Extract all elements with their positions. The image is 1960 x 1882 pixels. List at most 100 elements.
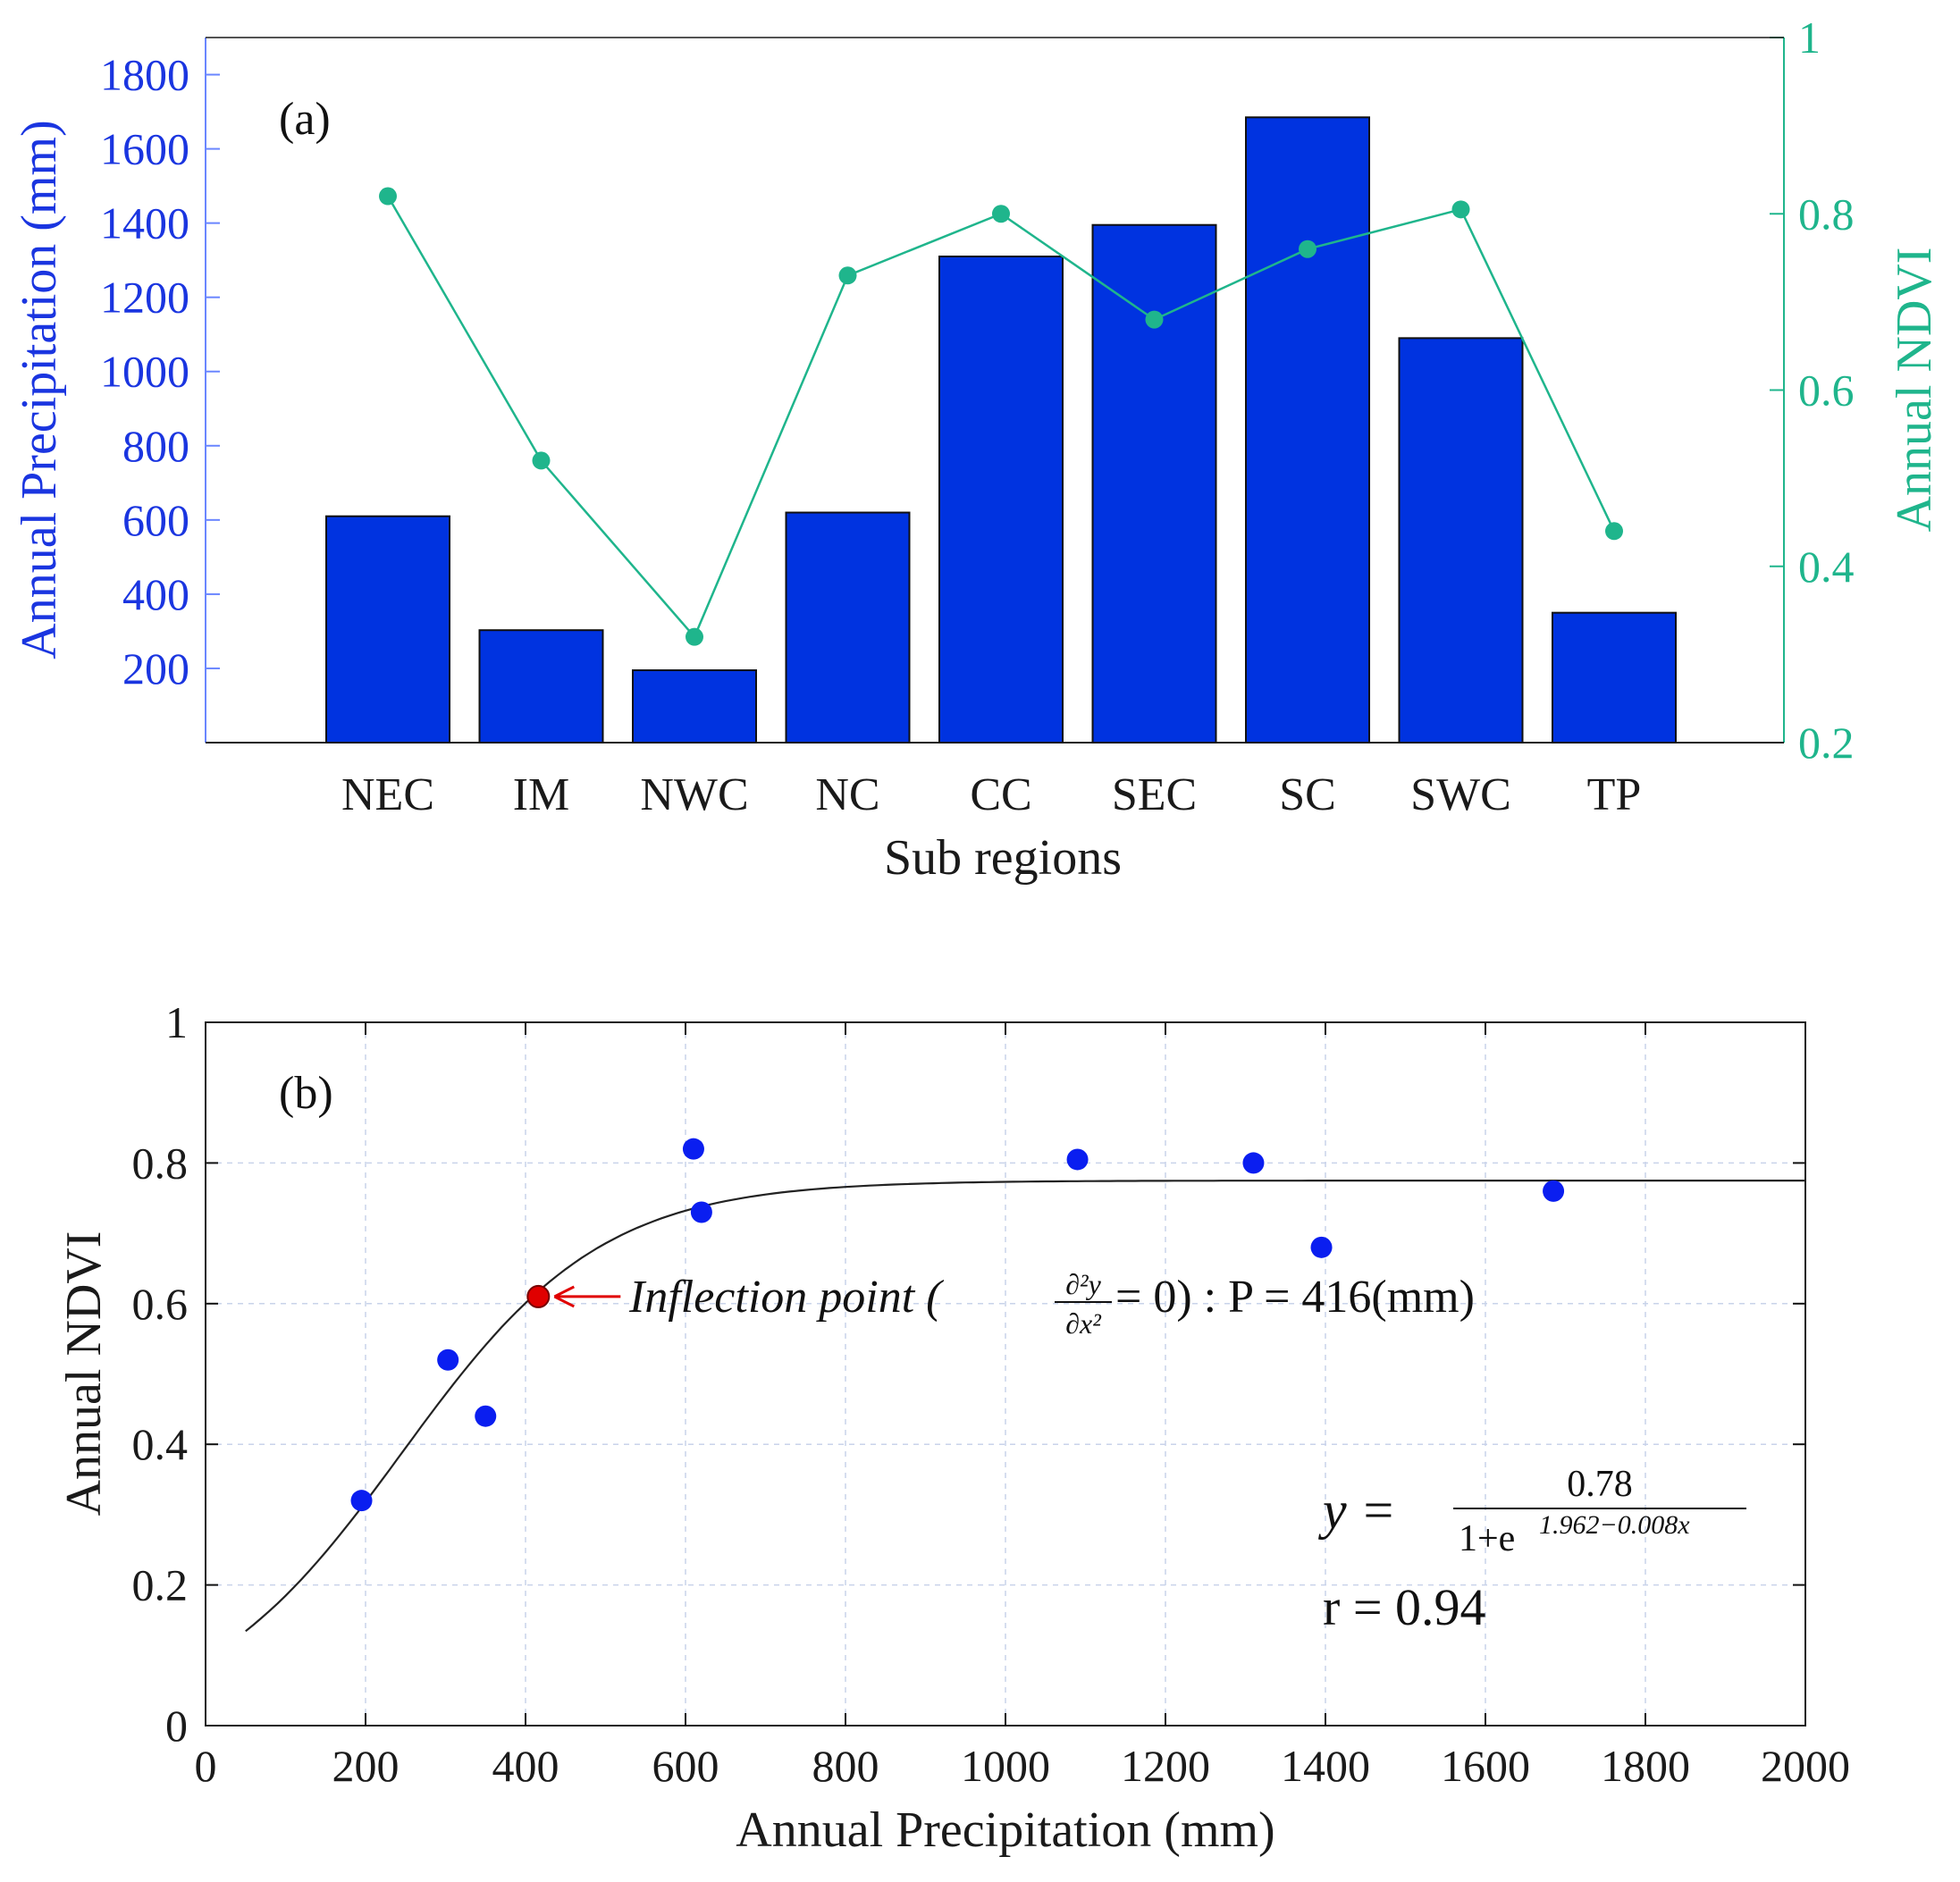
panel-b-x-tick-labels: 0 200 400 600 800 1000 1200 1400 1600 1800 2000 (195, 1741, 1851, 1791)
inflection-arrow (553, 1285, 621, 1308)
scatter-point (350, 1490, 373, 1512)
panel-a-y-label: Annual Precipitation (mm) (12, 120, 67, 659)
left-tick-label: 400 (122, 569, 189, 619)
x-tick-label: 1600 (1441, 1741, 1530, 1791)
precipitation-bars (325, 116, 1677, 744)
x-tick-label: 800 (812, 1741, 879, 1791)
panel-a-y-right-label: Annual NDVI (1887, 248, 1942, 533)
scatter-point (1242, 1152, 1265, 1174)
left-tick-label: 1600 (100, 124, 189, 174)
left-tick-labels: 200 400 600 800 1000 1200 1400 1600 1800 (100, 50, 189, 693)
ndvi-point-sec (1145, 310, 1164, 329)
scatter-point (1066, 1148, 1089, 1171)
category-label-sec: SEC (1112, 769, 1197, 820)
category-label-sc: SC (1279, 769, 1336, 820)
inflection-annotation-suffix: = 0) : P = 416(mm) (1115, 1272, 1475, 1323)
category-label-cc: CC (970, 769, 1031, 820)
scatter-point (475, 1405, 497, 1427)
scatter-point (437, 1348, 459, 1371)
equation-denominator-base: 1+e (1459, 1518, 1515, 1559)
y-tick-label: 1 (165, 997, 188, 1047)
bar-sc (1245, 116, 1370, 744)
panel-b-y-label: Annual NDVI (56, 1231, 112, 1517)
inflection-fraction-numerator: ∂²y (1065, 1268, 1101, 1300)
right-tick-label: 0.8 (1798, 189, 1855, 239)
category-label-tp: TP (1587, 769, 1642, 820)
bar-nwc (632, 669, 757, 744)
bar-tp (1552, 611, 1677, 744)
logistic-fit-curve (245, 1180, 1805, 1633)
category-labels: NEC IM NWC NC CC SEC SC SWC TP (341, 769, 1641, 820)
x-tick-label: 1200 (1121, 1741, 1210, 1791)
left-tick-label: 1200 (100, 273, 189, 323)
ndvi-point-nwc (686, 627, 703, 646)
scatter-point (1543, 1180, 1565, 1202)
inflection-point (526, 1284, 551, 1308)
bar-swc (1398, 337, 1524, 744)
scatter-point (690, 1201, 712, 1223)
ndvi-point-tp (1605, 522, 1623, 541)
panel-b-x-label: Annual Precipitation (mm) (736, 1802, 1274, 1858)
panel-a-x-label: Sub regions (884, 830, 1122, 886)
bar-im (478, 629, 604, 744)
bar-cc (938, 256, 1064, 744)
left-tick-label: 1000 (100, 347, 189, 397)
ndvi-point-nec (379, 187, 397, 206)
inflection-arrow-head (553, 1285, 575, 1308)
right-tick-label: 0.4 (1798, 542, 1855, 592)
left-tick-label: 800 (122, 421, 189, 471)
bar-nec (325, 515, 450, 744)
panel-b-frame (205, 1021, 1806, 1727)
x-tick-label: 1400 (1281, 1741, 1370, 1791)
inflection-fraction-denominator: ∂x² (1065, 1307, 1102, 1340)
equation-numerator: 0.78 (1567, 1464, 1633, 1505)
bar-nc (785, 511, 911, 744)
ndvi-points (379, 187, 1623, 646)
y-tick-label: 0.6 (132, 1279, 189, 1329)
x-tick-label: 1000 (961, 1741, 1050, 1791)
panel-b: 0 200 400 600 800 1000 1200 1400 1600 1800 2000 00… (56, 997, 1850, 1858)
correlation-r: r = 0.94 (1323, 1578, 1486, 1636)
x-tick-label: 0 (195, 1741, 217, 1791)
ndvi-point-sc (1299, 239, 1316, 258)
x-tick-label: 2000 (1761, 1741, 1850, 1791)
left-tick-label: 1400 (100, 198, 189, 248)
bar-sec (1091, 223, 1217, 744)
panel-b-label: (b) (279, 1068, 333, 1119)
y-tick-label: 0 (165, 1701, 188, 1751)
equation-exponent: 1.962−0.008x (1539, 1510, 1690, 1540)
category-label-swc: SWC (1410, 769, 1511, 820)
scatter-point (1310, 1236, 1333, 1258)
x-tick-label: 1800 (1601, 1741, 1690, 1791)
right-tick-label: 1 (1798, 13, 1821, 63)
ndvi-point-swc (1451, 200, 1470, 219)
scatter-point (682, 1138, 704, 1160)
panel-b-y-tick-labels: 0 0.2 0.4 0.6 0.8 1 (132, 997, 189, 1751)
y-tick-label: 0.4 (132, 1419, 189, 1469)
category-label-nwc: NWC (640, 769, 748, 820)
inflection-annotation-prefix: Inflection point ( (628, 1272, 944, 1323)
scatter-points (350, 1138, 1565, 1512)
panel-a-label: (a) (279, 94, 331, 145)
ndvi-point-nc (838, 266, 857, 285)
right-tick-labels: 0.2 0.4 0.6 0.8 1 (1798, 13, 1855, 768)
y-tick-label: 0.8 (132, 1138, 189, 1188)
left-tick-label: 600 (122, 495, 189, 545)
left-tick-label: 200 (122, 643, 189, 693)
right-tick-label: 0.6 (1798, 365, 1855, 416)
x-tick-label: 600 (652, 1741, 719, 1791)
ndvi-point-cc (992, 205, 1010, 223)
y-tick-label: 0.2 (132, 1560, 189, 1610)
category-label-im: IM (513, 769, 570, 820)
category-label-nec: NEC (341, 769, 434, 820)
left-tick-label: 1800 (100, 50, 189, 100)
category-label-nc: NC (815, 769, 879, 820)
x-tick-label: 400 (492, 1741, 559, 1791)
equation-lhs: y = (1317, 1481, 1396, 1540)
panel-b-grid (205, 1021, 1806, 1727)
ndvi-point-im (532, 451, 551, 470)
x-tick-label: 200 (332, 1741, 400, 1791)
inflection-point-marker (526, 1284, 551, 1308)
